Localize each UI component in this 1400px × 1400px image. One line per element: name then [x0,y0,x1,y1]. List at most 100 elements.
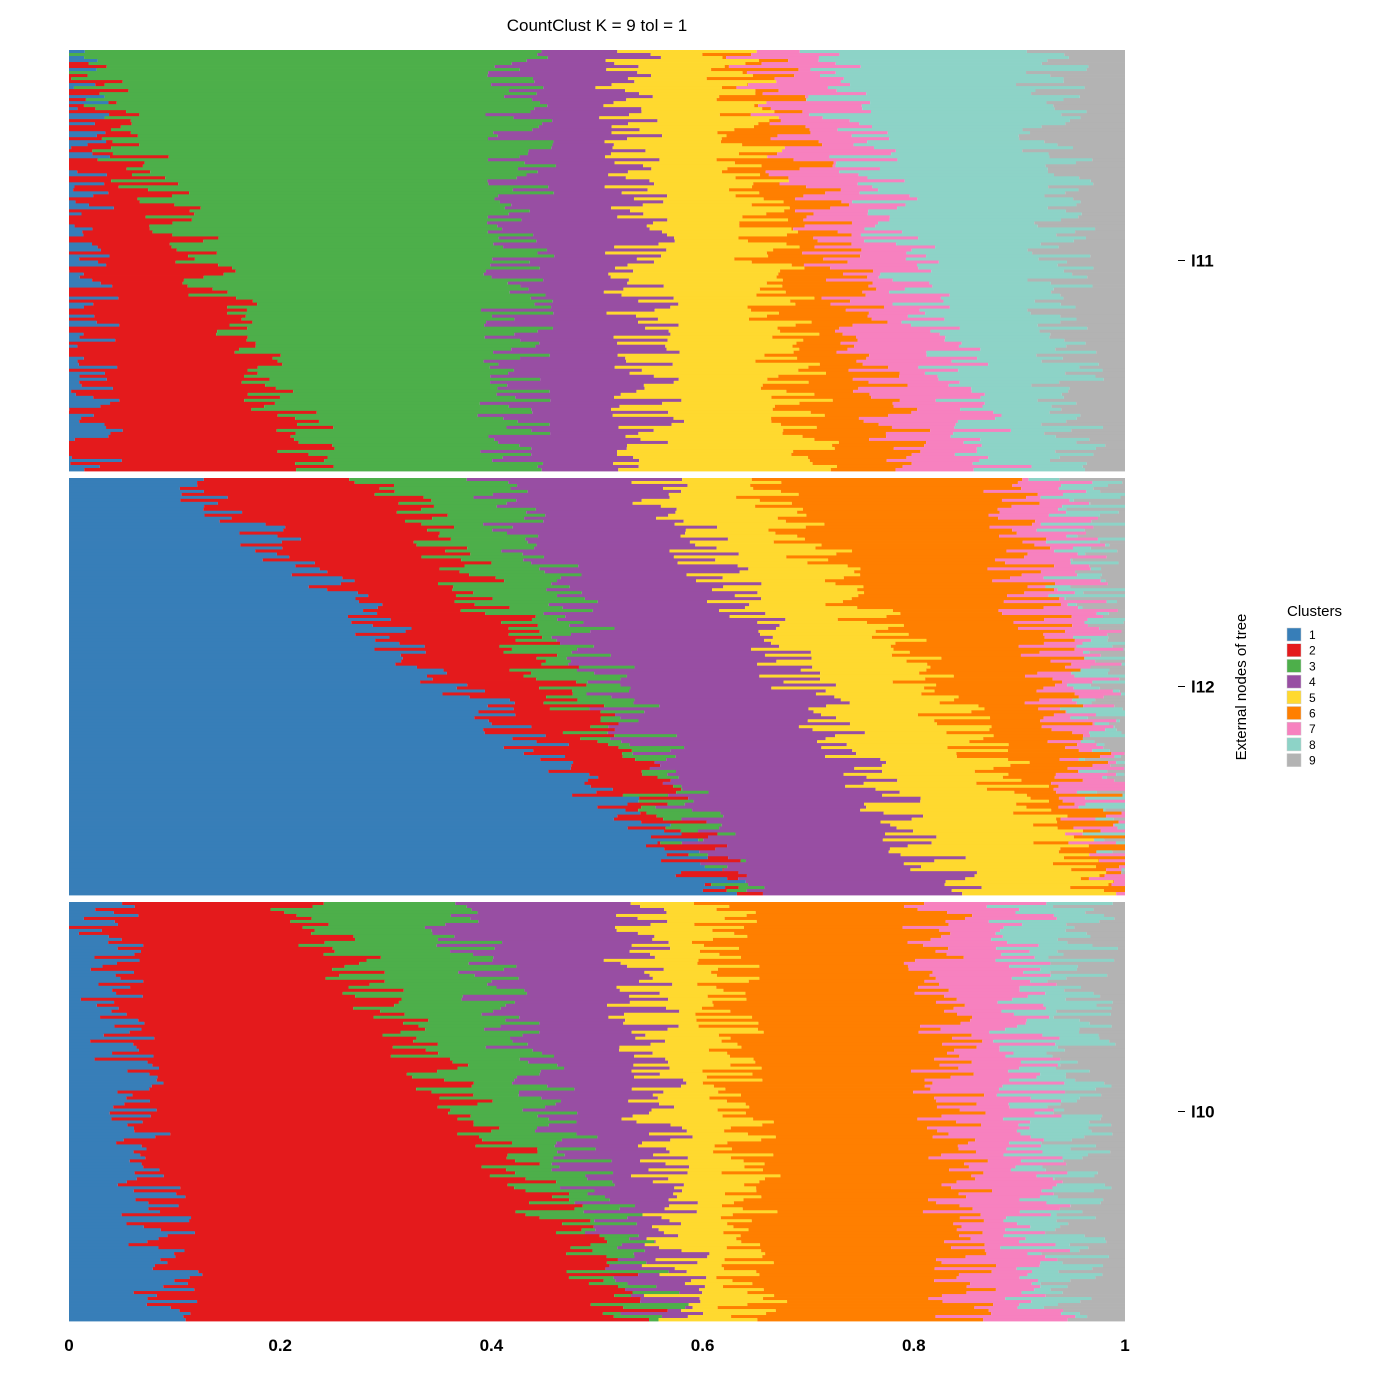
segment-cluster-1 [69,510,243,515]
segment-cluster-1 [69,1144,142,1148]
sample-row [69,588,1125,592]
segment-cluster-6 [941,656,1085,661]
sample-row [69,179,1125,183]
segment-cluster-9 [1076,161,1125,165]
segment-cluster-1 [69,1279,175,1283]
segment-cluster-9 [1070,1279,1125,1283]
segment-cluster-7 [868,284,933,288]
segment-cluster-7 [983,1171,1068,1175]
segment-cluster-4 [466,904,641,909]
segment-cluster-6 [797,356,867,361]
segment-cluster-5 [627,281,767,285]
segment-cluster-2 [69,449,278,454]
segment-cluster-1 [69,549,256,553]
segment-cluster-3 [492,597,585,601]
segment-cluster-8 [1026,1018,1080,1023]
sample-row [69,1303,1125,1307]
segment-cluster-2 [74,224,150,228]
segment-cluster-5 [826,704,979,708]
segment-cluster-6 [825,371,900,376]
segment-cluster-1 [69,1051,113,1056]
sample-row [69,1294,1125,1298]
segment-cluster-4 [597,1135,693,1139]
segment-cluster-5 [678,323,796,328]
segment-cluster-4 [496,392,621,397]
segment-cluster-6 [1073,835,1125,839]
segment-cluster-1 [69,1195,186,1199]
sample-row [69,1135,1125,1139]
segment-cluster-4 [551,1162,666,1166]
sample-row [69,269,1125,273]
segment-cluster-4 [539,567,749,571]
segment-cluster-2 [446,671,532,675]
segment-cluster-7 [991,1270,1032,1274]
segment-cluster-3 [122,80,535,84]
segment-cluster-6 [993,766,1068,771]
segment-cluster-6 [747,1303,994,1307]
segment-cluster-1 [69,704,488,708]
segment-cluster-6 [888,626,1018,631]
segment-cluster-2 [639,796,689,801]
segment-cluster-2 [276,552,471,556]
segment-cluster-4 [546,248,667,252]
segment-cluster-4 [518,976,653,981]
segment-cluster-2 [141,1162,540,1166]
segment-cluster-5 [779,623,904,628]
segment-cluster-1 [69,883,705,887]
segment-cluster-7 [770,107,863,111]
segment-cluster-8 [1116,772,1125,777]
segment-cluster-5 [654,182,754,186]
segment-cluster-5 [613,101,767,105]
segment-cluster-5 [681,1309,776,1313]
segment-cluster-2 [115,973,340,978]
segment-cluster-9 [1084,1234,1125,1238]
segment-cluster-5 [638,299,791,303]
sample-row [69,83,1125,87]
segment-cluster-4 [556,579,697,583]
segment-cluster-4 [593,644,780,649]
segment-cluster-2 [187,1282,589,1286]
segment-cluster-1 [69,498,181,503]
segment-cluster-1 [69,374,80,379]
segment-cluster-6 [774,404,894,409]
segment-cluster-4 [527,540,690,544]
segment-cluster-6 [785,290,863,294]
segment-cluster-6 [740,1093,985,1097]
segment-cluster-3 [439,1096,542,1100]
segment-cluster-9 [1120,755,1125,759]
segment-cluster-2 [69,452,309,457]
segment-cluster-1 [69,635,390,640]
segment-cluster-3 [277,359,484,364]
segment-cluster-5 [666,347,800,352]
segment-cluster-9 [1078,188,1125,192]
segment-cluster-5 [646,224,740,228]
segment-cluster-1 [69,695,470,699]
segment-cluster-8 [980,347,1056,352]
segment-cluster-7 [863,419,958,424]
segment-cluster-7 [810,131,888,135]
segment-cluster-7 [935,949,1030,954]
sample-row [69,844,1125,848]
segment-cluster-9 [1077,964,1125,969]
segment-cluster-5 [685,528,769,533]
segment-cluster-3 [194,212,509,216]
segment-cluster-4 [534,80,635,84]
sample-row [69,1129,1125,1133]
segment-cluster-6 [698,1024,921,1029]
segment-cluster-7 [788,179,905,183]
segment-cluster-9 [1059,1207,1125,1211]
segment-cluster-7 [1065,746,1104,750]
segment-cluster-2 [106,425,334,430]
segment-cluster-6 [716,98,807,102]
segment-cluster-9 [1094,1174,1125,1178]
segment-cluster-3 [491,561,532,565]
segment-cluster-3 [574,1207,620,1211]
segment-cluster-7 [973,1072,1041,1076]
segment-cluster-8 [1106,600,1118,604]
segment-cluster-7 [958,1273,1028,1277]
segment-cluster-3 [437,1105,546,1109]
segment-cluster-2 [84,467,297,472]
segment-cluster-5 [697,1261,774,1265]
segment-cluster-3 [227,311,554,316]
segment-cluster-6 [886,615,1072,619]
